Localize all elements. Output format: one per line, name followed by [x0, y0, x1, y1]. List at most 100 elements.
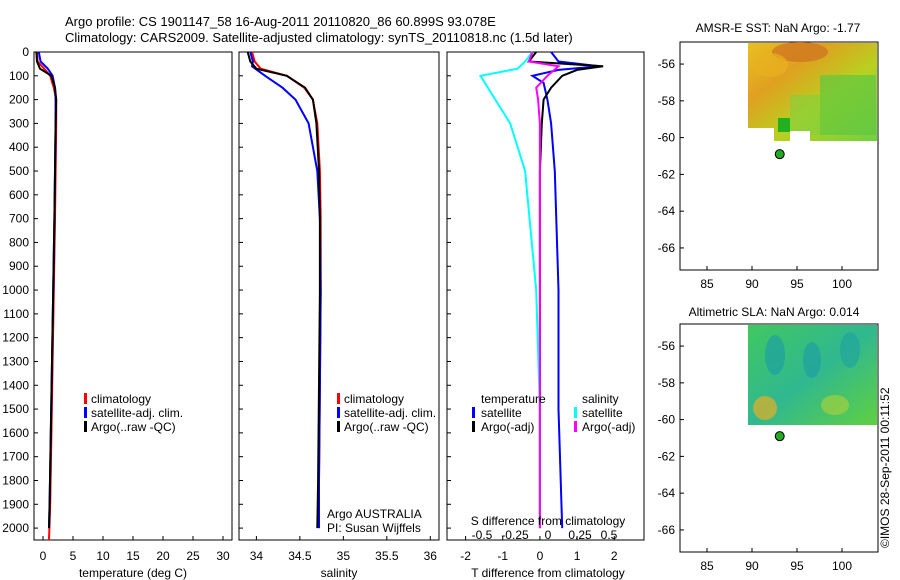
salinity-x-axis: 34 34.5 35 35.5 36: [250, 536, 438, 563]
x-tick-label: 15: [126, 549, 140, 563]
argo-float-marker: [774, 431, 785, 442]
legend-label-s-satellite: satellite: [582, 406, 623, 420]
legend-label-argo: Argo(..raw -QC): [344, 420, 429, 434]
map-y-tick-label: -62: [658, 167, 676, 181]
sla-low-patch: [765, 335, 785, 375]
map-y-tick-label: -66: [658, 523, 676, 537]
depth-tick-label: 600: [9, 188, 29, 202]
salinity-series: [246, 51, 322, 529]
temperature-xlabel: temperature (deg C): [79, 566, 187, 580]
x-tick-label: 0: [40, 549, 47, 563]
depth-tick-label: 300: [9, 116, 29, 130]
series-line: [246, 51, 321, 529]
x-tick-label: 36: [424, 549, 438, 563]
sla-map-title: Altimetric SLA: NaN Argo: 0.014: [689, 305, 860, 319]
x-tick-label: -2: [460, 549, 471, 563]
sst-ice-edge: [790, 131, 810, 141]
legend-title-temperature: temperature: [481, 392, 546, 406]
s-tick-label: -0.25: [501, 528, 529, 542]
sst-cold-cell: [778, 118, 790, 132]
legend-label-s-argo: Argo(-adj): [582, 420, 635, 434]
salinity-plot-frame: [238, 51, 440, 541]
map-x-tick-label: 90: [745, 277, 759, 291]
sst-map-axes: 85 90 95 100 -56 -58 -60 -62 -64 -66: [658, 57, 853, 291]
argo-program-annotation: Argo AUSTRALIA: [327, 507, 422, 521]
sst-cool-patch: [790, 95, 820, 135]
difference-series: [478, 51, 604, 529]
legend-title-salinity: salinity: [582, 392, 619, 406]
series-line: [249, 51, 322, 529]
series-line: [478, 51, 541, 529]
series-line: [35, 51, 58, 529]
map-y-tick-label: -56: [658, 339, 676, 353]
imos-credit: ©IMOS 28-Sep-2011 00:11:52: [878, 387, 892, 548]
salinity-legend: climatology satellite-adj. clim. Argo(..…: [337, 392, 436, 434]
map-x-tick-label: 100: [832, 277, 852, 291]
map-x-tick-label: 100: [832, 559, 852, 573]
x-tick-label: 5: [70, 549, 77, 563]
depth-tick-label: 1700: [2, 450, 29, 464]
legend-label-climatology: climatology: [91, 392, 151, 406]
s-difference-axis-label: S difference from climatology: [471, 514, 626, 528]
depth-tick-label: 0: [22, 45, 29, 59]
map-y-tick-label: -62: [658, 449, 676, 463]
salinity-panel: 34 34.5 35 35.5 36 salinity climatology sate…: [238, 51, 440, 580]
depth-tick-label: 200: [9, 93, 29, 107]
x-tick-label: 0: [537, 549, 544, 563]
s-tick-label: -0.5: [472, 528, 493, 542]
map-y-tick-label: -64: [658, 486, 676, 500]
depth-tick-label: 1000: [2, 283, 29, 297]
depth-tick-label: 1900: [2, 497, 29, 511]
sla-field: [748, 325, 877, 425]
legend-swatch-satellite: [84, 407, 87, 418]
figure-title-line2: Climatology: CARS2009. Satellite-adjuste…: [65, 30, 573, 45]
series-line: [251, 51, 322, 529]
depth-tick-label: 800: [9, 235, 29, 249]
t-difference-xlabel: T difference from climatology: [471, 566, 625, 580]
depth-tick-label: 2000: [2, 521, 29, 535]
sst-warm-patch: [752, 53, 788, 77]
x-tick-label: -1: [497, 549, 508, 563]
sla-low-patch: [803, 342, 821, 378]
sla-map-axes: 85 90 95 100 -56 -58 -60 -62 -64 -66: [658, 339, 853, 573]
map-y-tick-label: -56: [658, 57, 676, 71]
legend-swatch-climatology: [84, 393, 87, 404]
x-tick-label: 20: [156, 549, 170, 563]
legend-swatch-climatology: [337, 393, 340, 404]
argo-float-marker: [774, 149, 785, 160]
map-x-tick-label: 95: [790, 277, 804, 291]
sla-high-patch: [821, 395, 849, 415]
depth-tick-label: 1200: [2, 331, 29, 345]
temperature-series: [35, 51, 58, 541]
x-tick-label: 30: [216, 549, 230, 563]
s-tick-label: 0.5: [601, 528, 618, 542]
legend-label-satellite: satellite-adj. clim.: [344, 406, 436, 420]
difference-panel: -2 -1 0 1 2 S difference from climatology -0…: [446, 51, 645, 580]
depth-tick-label: 1300: [2, 354, 29, 368]
map-x-tick-label: 85: [700, 277, 714, 291]
legend-swatch-t-argo: [472, 421, 475, 432]
x-tick-label: 2: [611, 549, 618, 563]
sla-low-patch: [840, 332, 860, 368]
s-tick-label: 0.25: [568, 528, 592, 542]
depth-axis: 0 100 200 300 400 500 600 700 800 900 1000 1100 1200…: [2, 45, 451, 535]
legend-swatch-s-argo: [574, 421, 577, 432]
map-y-tick-label: -60: [658, 131, 676, 145]
depth-tick-label: 400: [9, 140, 29, 154]
temperature-plot-frame: [33, 51, 233, 541]
map-x-tick-label: 85: [700, 559, 714, 573]
x-tick-label: 35: [337, 549, 351, 563]
x-tick-label: 34.5: [288, 549, 312, 563]
temperature-x-axis: 0 5 10 15 20 25 30: [40, 536, 230, 563]
x-tick-label: 10: [96, 549, 110, 563]
sst-map: AMSR-E SST: NaN Argo: -1.77 85 90 95 100 -56…: [658, 21, 879, 291]
sst-warm-patch: [772, 42, 828, 62]
legend-swatch-s-satellite: [574, 407, 577, 418]
t-difference-x-axis: -2 -1 0 1 2: [460, 536, 618, 563]
map-x-tick-label: 95: [790, 559, 804, 573]
legend-swatch-argo: [84, 421, 87, 432]
legend-label-climatology: climatology: [344, 392, 404, 406]
map-y-tick-label: -58: [658, 376, 676, 390]
depth-tick-label: 900: [9, 259, 29, 273]
x-tick-label: 25: [186, 549, 200, 563]
